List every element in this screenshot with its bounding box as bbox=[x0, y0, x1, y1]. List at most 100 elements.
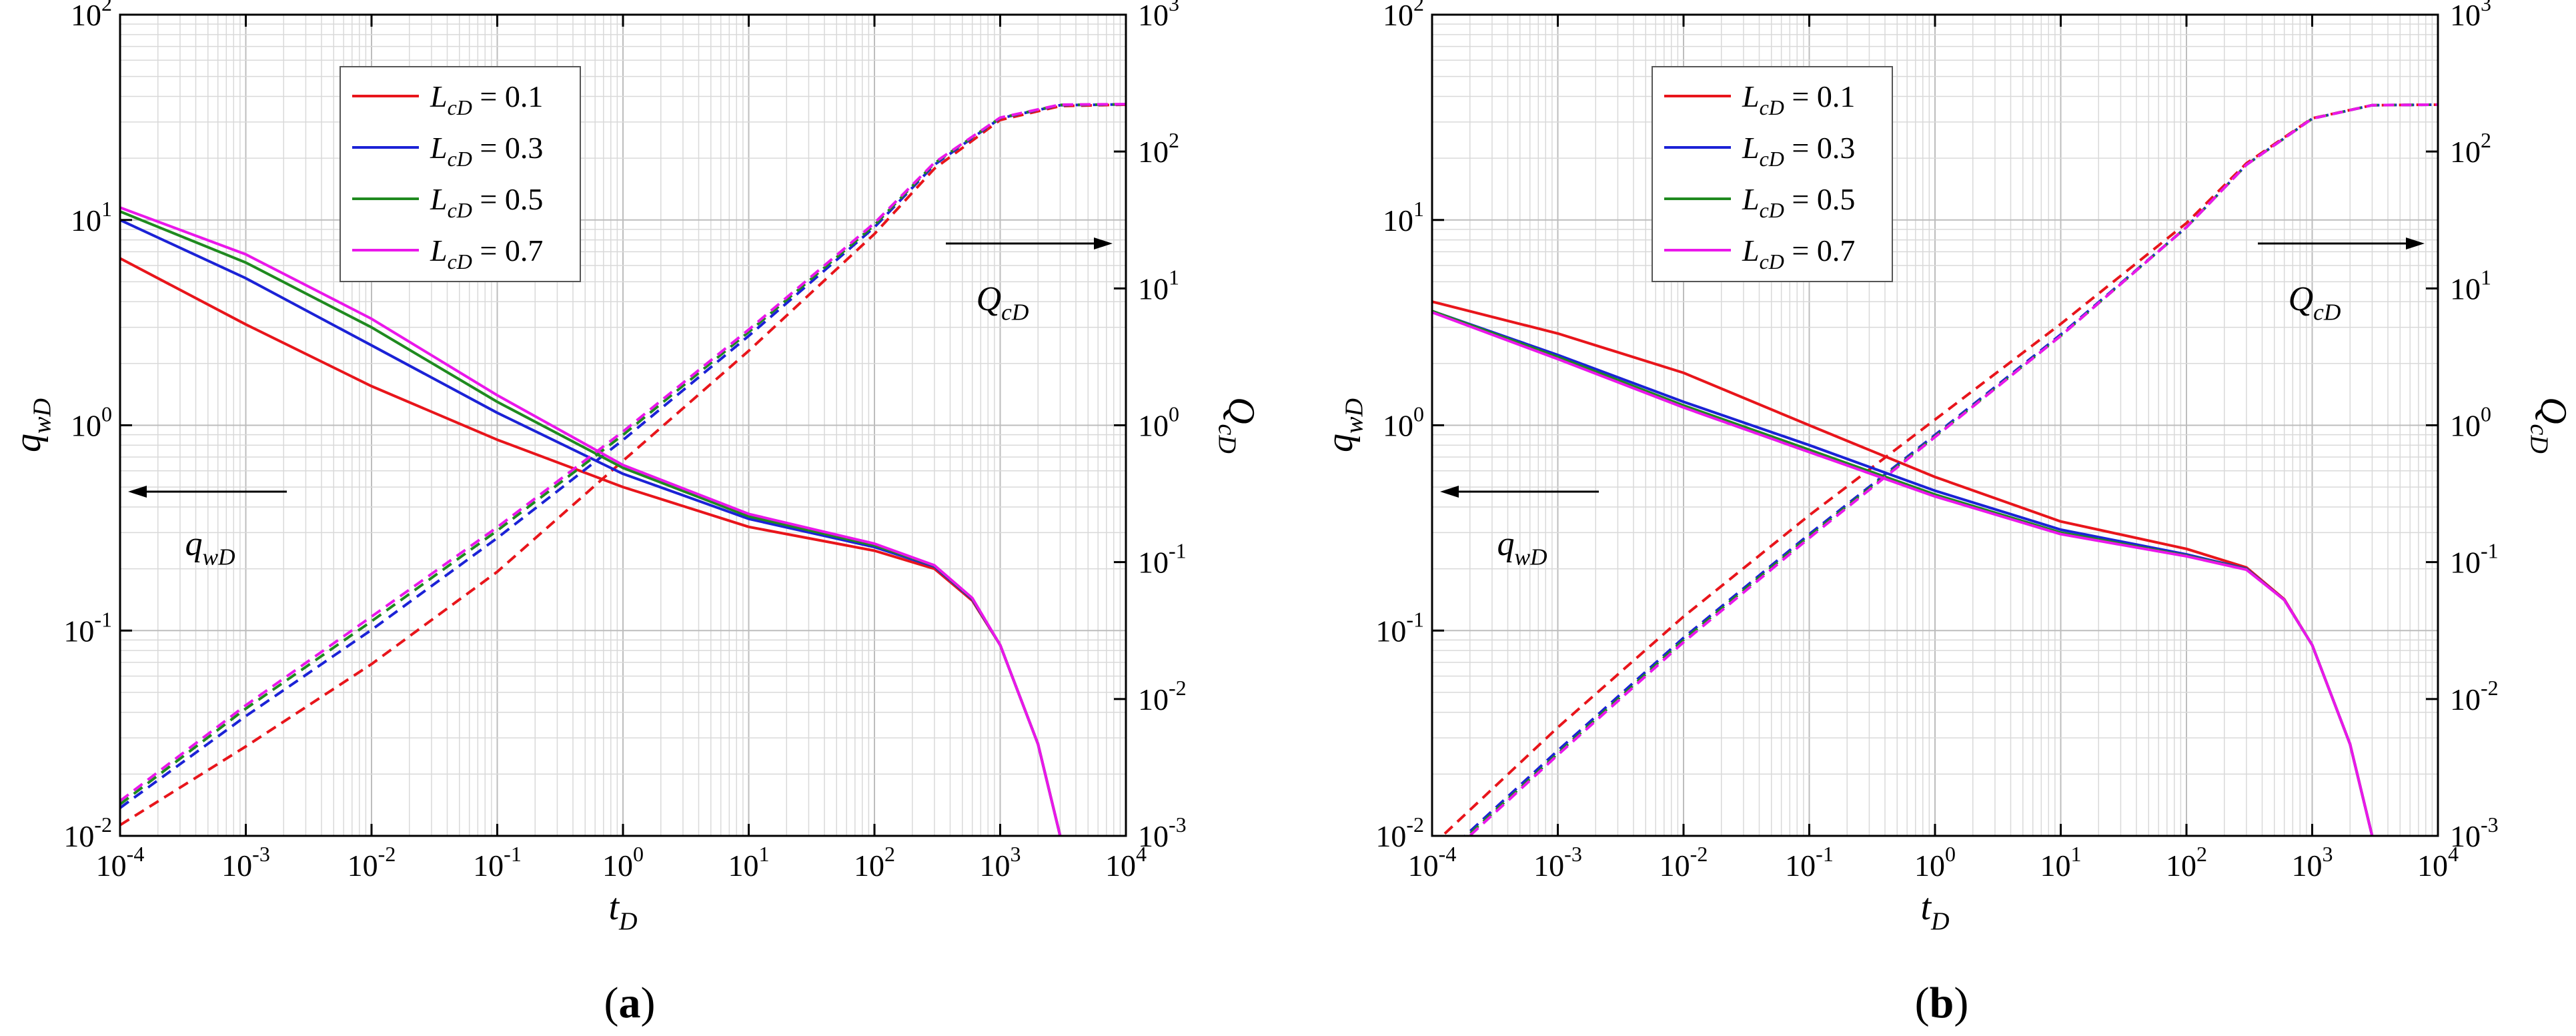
qcd-annotation-main: Q bbox=[977, 280, 1002, 318]
x-axis: 10-4 10-3 10-2 10-1 100 101 102 103 104 bbox=[96, 15, 1147, 883]
y2-tick-label: 100 bbox=[2450, 402, 2491, 443]
panel-caption: (b) bbox=[1915, 979, 1969, 1027]
legend-entry-3: LcD = 0.7 bbox=[1742, 233, 1855, 274]
y2-tick-label: 102 bbox=[1138, 128, 1179, 169]
series-line-qcd-3 bbox=[120, 103, 1126, 803]
panel-b: 10-4 10-3 10-2 10-1 100 101 102 103 104 10-2 10-1 1… bbox=[1319, 0, 2574, 1027]
y2-tick-label: 103 bbox=[1138, 0, 1179, 32]
x-tick-label: 104 bbox=[2417, 842, 2459, 883]
qwd-annotation-main: q bbox=[1497, 525, 1514, 563]
x-tick-label: 103 bbox=[2292, 842, 2333, 883]
x-tick-label: 10-4 bbox=[1408, 842, 1457, 883]
qwd-annotation-sub: wD bbox=[1514, 544, 1547, 570]
x-tick-label: 10-2 bbox=[348, 842, 396, 883]
series-line-qcd-1 bbox=[120, 103, 1126, 809]
qcd-arrowhead bbox=[1094, 237, 1113, 249]
legend: LcD = 0.1 LcD = 0.3 LcD = 0.5 LcD = 0.7 bbox=[340, 66, 581, 282]
x-tick-label: 103 bbox=[980, 842, 1021, 883]
x-tick-label: 10-3 bbox=[1533, 842, 1582, 883]
series-line-qcd-3 bbox=[1467, 103, 2438, 836]
y2-axis-title-main: Q bbox=[1221, 397, 1262, 424]
x-axis-title: tD bbox=[608, 887, 637, 936]
legend-entry-2: LcD = 0.5 bbox=[1742, 182, 1855, 222]
y2-axis-title: QcD bbox=[1213, 397, 1262, 454]
y-axis: 10-2 10-1 100 101 102 bbox=[1375, 0, 1444, 853]
x-tick-label: 10-2 bbox=[1660, 842, 1708, 883]
qcd-annotation: QcD bbox=[977, 280, 1029, 326]
y2-tick-label: 102 bbox=[2450, 128, 2491, 169]
legend-box bbox=[340, 66, 581, 282]
y-tick-label: 101 bbox=[1383, 197, 1424, 237]
y-axis-title-main: q bbox=[7, 434, 49, 452]
x-tick-label: 10-1 bbox=[473, 842, 522, 883]
y2-axis: 10-3 10-2 10-1 100 101 102 103 bbox=[1114, 0, 1187, 853]
legend-entry-2: LcD = 0.5 bbox=[430, 182, 543, 222]
y2-axis-title: QcD bbox=[2525, 397, 2574, 454]
x-axis-title-sub: D bbox=[1930, 908, 1950, 936]
qwd-arrowhead bbox=[128, 486, 147, 498]
y2-axis-title-main: Q bbox=[2533, 397, 2574, 424]
legend-entry-0: LcD = 0.1 bbox=[1742, 79, 1855, 119]
panel-a: 10-4 10-3 10-2 10-1 100 101 102 103 10410-210-11… bbox=[7, 0, 1262, 1027]
y-axis-title: qwD bbox=[7, 398, 57, 452]
x-axis-title-sub: D bbox=[618, 908, 638, 936]
x-tick-label: 101 bbox=[728, 842, 770, 883]
series-line-qwd-3 bbox=[1432, 311, 2374, 836]
y2-tick-label: 10-2 bbox=[2450, 676, 2499, 716]
qwd-arrowhead bbox=[1440, 486, 1459, 498]
x-tick-label: 10-4 bbox=[96, 842, 145, 883]
annotations: qwD QcD bbox=[1440, 237, 2425, 570]
y-axis-title: qwD bbox=[1319, 398, 1369, 452]
legend-entry-3: LcD = 0.7 bbox=[430, 233, 543, 274]
y-tick-label: 101 bbox=[71, 197, 112, 237]
y-axis-title-main: q bbox=[1319, 434, 1361, 452]
qwd-annotation-main: q bbox=[185, 525, 202, 563]
y-tick-label: 10-2 bbox=[63, 813, 112, 853]
y2-tick-label: 100 bbox=[1138, 402, 1179, 443]
qcd-arrowhead bbox=[2406, 237, 2425, 249]
x-tick-label: 101 bbox=[2040, 842, 2082, 883]
x-tick-label: 102 bbox=[854, 842, 895, 883]
y2-axis-title-sub: cD bbox=[1213, 424, 1241, 454]
x-tick-label: 10-3 bbox=[221, 842, 270, 883]
y2-tick-label: 10-3 bbox=[1138, 813, 1187, 853]
y2-tick-label: 10-3 bbox=[2450, 813, 2499, 853]
x-tick-label: 104 bbox=[1105, 842, 1147, 883]
qwd-annotation: qwD bbox=[1497, 525, 1547, 570]
legend: LcD = 0.1 LcD = 0.3 LcD = 0.5 LcD = 0.7 bbox=[1652, 66, 1893, 282]
legend-box bbox=[1652, 66, 1893, 282]
qcd-annotation-sub: cD bbox=[1001, 299, 1029, 326]
x-tick-label: 100 bbox=[1914, 842, 1956, 883]
y-tick-label: 10-1 bbox=[1375, 607, 1424, 648]
y-axis-title-sub: wD bbox=[29, 398, 57, 434]
panel-caption: (a) bbox=[604, 979, 656, 1027]
y2-tick-label: 10-1 bbox=[1138, 539, 1187, 580]
series-line-qcd-0 bbox=[120, 103, 1126, 827]
y-tick-label: 10-2 bbox=[1375, 813, 1424, 853]
legend-entry-1: LcD = 0.3 bbox=[1742, 131, 1855, 171]
x-axis-title: tD bbox=[1920, 887, 1949, 936]
qcd-annotation-sub: cD bbox=[2313, 299, 2341, 326]
y2-tick-label: 101 bbox=[2450, 265, 2491, 306]
y2-axis-title-sub: cD bbox=[2525, 424, 2553, 454]
series-line-qwd-3 bbox=[120, 206, 1062, 836]
x-axis-title-main: t bbox=[1920, 887, 1932, 928]
x-axis: 10-4 10-3 10-2 10-1 100 101 102 103 104 bbox=[1408, 15, 2459, 883]
y-axis-title-sub: wD bbox=[1341, 398, 1369, 434]
y-tick-label: 100 bbox=[1383, 402, 1424, 443]
qwd-annotation-sub: wD bbox=[202, 544, 235, 570]
y2-tick-label: 10-2 bbox=[1138, 676, 1187, 716]
y2-tick-label: 10-1 bbox=[2450, 539, 2499, 580]
y2-tick-label: 101 bbox=[1138, 265, 1179, 306]
qwd-annotation: qwD bbox=[185, 525, 235, 570]
series-line-qcd-2 bbox=[120, 103, 1126, 806]
legend-entry-0: LcD = 0.1 bbox=[430, 79, 543, 119]
y-tick-label: 100 bbox=[71, 402, 112, 443]
y2-tick-label: 103 bbox=[2450, 0, 2491, 32]
annotations: qwD QcD bbox=[128, 237, 1113, 570]
qcd-annotation-main: Q bbox=[2289, 280, 2314, 318]
y-axis: 10-2 10-1 100 101 102 bbox=[63, 0, 132, 853]
x-tick-label: 10-1 bbox=[1785, 842, 1834, 883]
series-group bbox=[120, 103, 1126, 836]
